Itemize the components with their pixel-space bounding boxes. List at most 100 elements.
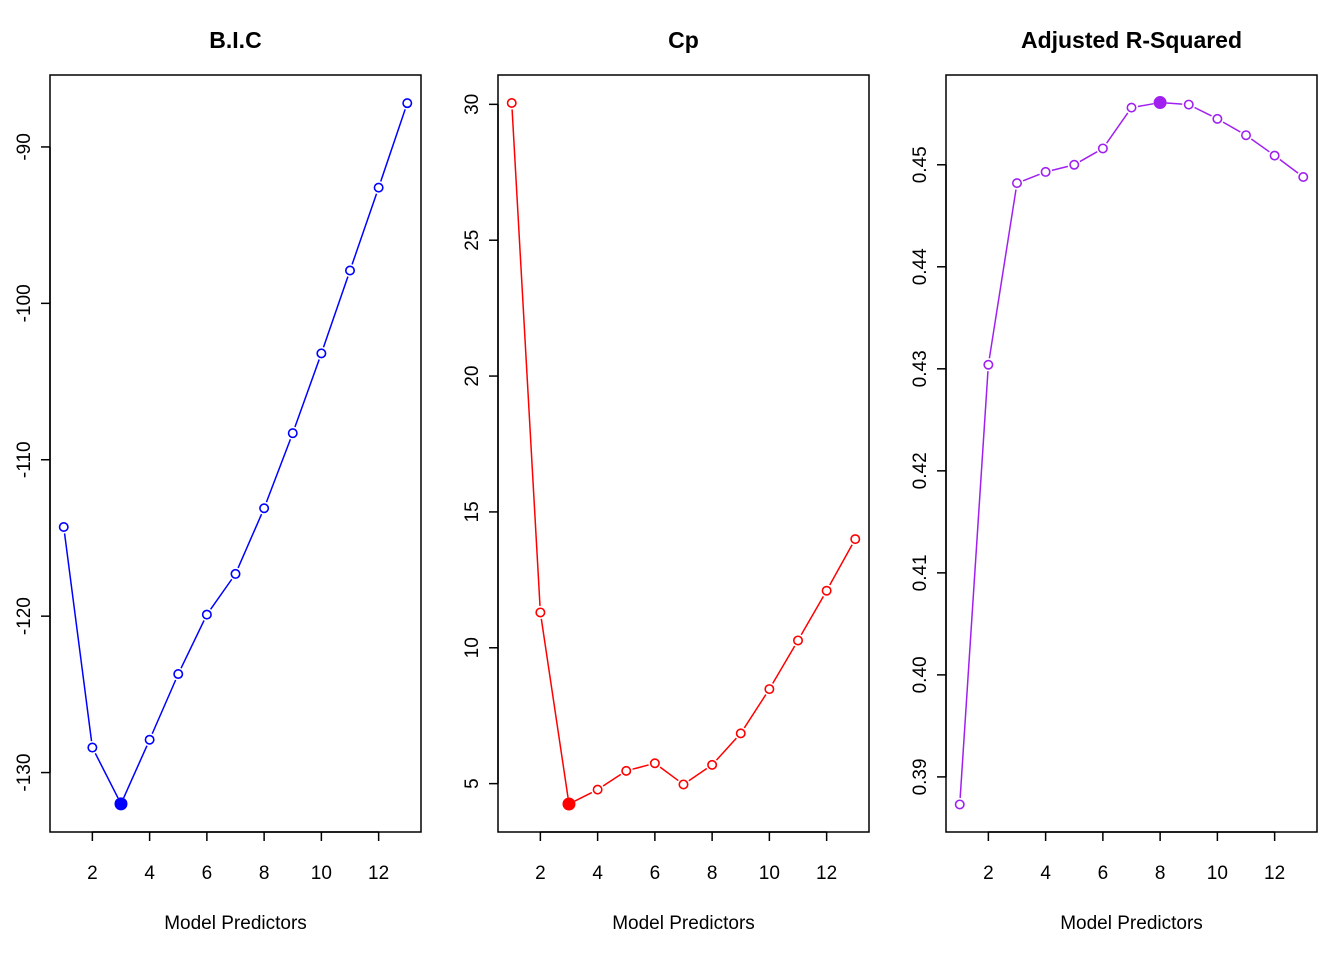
panel-cp-series-segment [511,109,541,607]
panel-bic-x-tick-label: 12 [368,863,389,884]
panel-bic-data-point [230,568,241,579]
panel-cp-y-tick-label: 15 [462,501,483,522]
panel-cp-optimum-point [562,797,576,811]
panel-bic-y-tick-label: -120 [14,597,35,635]
panel-bic-series-segment [265,438,292,503]
panel-cp-data-point [535,607,546,618]
panel-cp-x-tick-label: 8 [707,863,718,884]
panel-cp-x-tick-label: 4 [592,863,603,884]
panel-adjr2-series-segment [1051,165,1069,172]
panel-bic-series-segment [380,109,406,182]
panel-bic-data-point [259,503,270,514]
panel-cp-x-tick-label: 10 [759,863,780,884]
panel-bic-data-point [144,734,155,745]
panel-adjr2-series-segment [1105,112,1129,144]
panel-cp-x-axis-label: Model Predictors [612,913,755,934]
panel-cp-y-tick-label: 10 [462,637,483,658]
panel-cp-data-point [621,765,632,776]
panel-adjr2-data-point [1126,102,1137,113]
panel-bic-series-segment [322,276,349,348]
panel-cp-data-point [735,728,746,739]
panel-adjr2-data-point [1241,130,1252,141]
panel-cp-data-point [506,97,517,108]
panel-bic-x-tick-label: 4 [144,863,155,884]
panel-bic-x-axis-label: Model Predictors [164,913,307,934]
panel-bic-x-tick-label: 10 [311,863,332,884]
panel-adjr2-series-segment [1166,102,1183,105]
panel-adjr2-x-axis-label: Model Predictors [1060,913,1203,934]
panel-cp-marks [506,97,861,811]
panel-cp-series-segment [602,773,622,787]
panel-bic-y-tick-label: -100 [14,284,35,322]
panel-adjr2-series-segment [1137,102,1154,108]
panel-adjr2-data-point [983,359,994,370]
panel-bic-ticks: 2 4 6 8 10 12 -130 -120 -110 -100 -90 [14,133,389,884]
panel-adjr2-data-point [1011,178,1022,189]
panel-bic-title: B.I.C [209,27,261,53]
panel-bic-optimum-point [114,797,128,811]
panel-adjr2-y-tick-label: 0.41 [910,554,931,591]
panel-adjr2-series-segment [1222,121,1241,133]
panel-bic-y-tick-label: -90 [14,133,35,160]
panel-adjr2-series-segment [1079,151,1098,163]
panel-adjr2-x-tick-label: 8 [1155,863,1166,884]
panel-cp-series-segment [800,595,825,636]
panel-adjr2-series-segment [988,189,1017,359]
panel-cp-data-point [592,784,603,795]
panel-bic-data-point [58,522,69,533]
panel-adjr2-data-point [1212,113,1223,124]
panel-cp-series-segment [659,766,679,782]
panel-bic: B.I.C 2 4 6 8 10 12 -130 -120 -110 -100 -90 Model … [14,27,422,934]
panel-bic-series-segment [294,359,320,428]
panel-adjr2-x-tick-label: 4 [1040,863,1051,884]
panel-cp-series-segment [632,764,649,770]
panel-bic-y-tick-label: -130 [14,754,35,792]
panel-cp-data-point [649,758,660,769]
panel-bic-data-point [201,609,212,620]
panel-bic-data-point [287,428,298,439]
panel-cp-data-point [707,759,718,770]
panel-cp-x-tick-label: 6 [650,863,661,884]
panel-cp-y-tick-label: 5 [462,778,483,789]
panel-adjr2-data-point [1097,143,1108,154]
panel-cp-x-tick-label: 2 [535,863,546,884]
panel-adjr2-data-point [1183,99,1194,110]
panel-adjr2-series-segment [1279,158,1299,174]
panel-cp-series-segment [743,694,767,729]
panel-adjr2-x-tick-label: 2 [983,863,994,884]
panel-cp-data-point [764,684,775,695]
panel-adjr2: Adjusted R-Squared 2 4 6 8 10 12 0.39 0.40 0.41 0… [910,27,1318,934]
panel-adjr2-y-tick-label: 0.44 [910,248,931,285]
panel-bic-y-tick-label: -110 [14,441,35,478]
panel-cp-data-point [850,534,861,545]
panel-adjr2-y-tick-label: 0.43 [910,350,931,387]
panel-bic-data-point [87,742,98,753]
panel-cp: Cp 2 4 6 8 10 12 5 10 15 20 25 30 Model Predictors [462,27,870,934]
panel-cp-series-segment [715,737,737,761]
panel-adjr2-data-point [1040,166,1051,177]
panel-adjr2-optimum-point [1153,96,1167,110]
panel-cp-series-segment [829,544,853,586]
panel-bic-x-tick-label: 2 [87,863,98,884]
panel-adjr2-x-tick-label: 12 [1264,863,1285,884]
panel-bic-series-segment [351,193,378,265]
panel-bic-x-tick-label: 8 [259,863,270,884]
panel-cp-ticks: 2 4 6 8 10 12 5 10 15 20 25 30 [462,94,837,884]
panel-bic-data-point [402,98,413,109]
panel-adjr2-data-point [1269,150,1280,161]
panel-bic-series-segment [94,752,119,799]
panel-cp-x-tick-label: 12 [816,863,837,884]
panel-bic-data-point [345,265,356,276]
panel-adjr2-data-point [954,799,965,810]
panel-bic-marks [58,98,413,811]
panel-cp-series-segment [772,645,796,684]
panel-adjr2-title: Adjusted R-Squared [1021,27,1242,53]
panel-adjr2-data-point [1069,159,1080,170]
panel-bic-data-point [373,182,384,193]
panel-cp-title: Cp [668,27,699,53]
panel-cp-y-tick-label: 25 [462,230,483,251]
panel-cp-y-tick-label: 20 [462,365,483,386]
panel-cp-series-segment [688,767,708,782]
